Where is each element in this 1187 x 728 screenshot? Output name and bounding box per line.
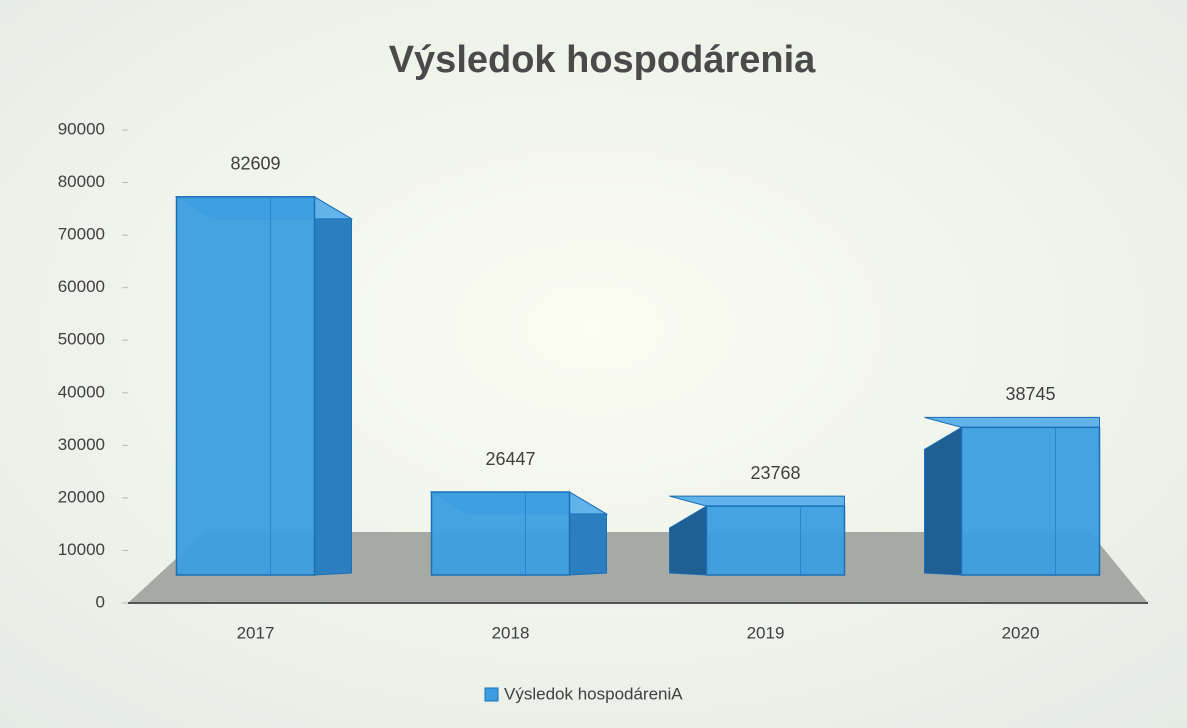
y-tick-label: 10000 — [58, 540, 105, 559]
y-tick-label: 0 — [96, 592, 105, 611]
bar — [175, 196, 316, 576]
bar — [960, 426, 1101, 576]
y-tick-label: 20000 — [58, 487, 105, 506]
bar — [705, 505, 846, 576]
y-tick-label: 30000 — [58, 435, 105, 454]
legend-label: Výsledok hospodáreniA — [504, 684, 683, 703]
x-tick-label: 2018 — [492, 623, 530, 642]
x-tick-label: 2020 — [1002, 623, 1040, 642]
x-tick-label: 2019 — [747, 623, 785, 642]
data-label: 38745 — [1005, 384, 1055, 404]
data-label: 82609 — [230, 154, 280, 174]
y-tick-label: 90000 — [58, 119, 105, 138]
x-tick-label: 2017 — [237, 623, 275, 642]
y-tick-label: 60000 — [58, 277, 105, 296]
y-tick-label: 40000 — [58, 382, 105, 401]
bar-side — [314, 195, 352, 576]
y-tick-label: 80000 — [58, 172, 105, 191]
y-tick-label: 70000 — [58, 225, 105, 244]
data-label: 23768 — [750, 463, 800, 483]
bar-side — [924, 426, 962, 576]
y-tick-label: 50000 — [58, 330, 105, 349]
legend-swatch — [484, 687, 499, 702]
data-label: 26447 — [485, 449, 535, 469]
floor — [128, 532, 1148, 603]
bar — [430, 491, 571, 576]
chart-title: Výsledok hospodárenia — [389, 39, 816, 81]
